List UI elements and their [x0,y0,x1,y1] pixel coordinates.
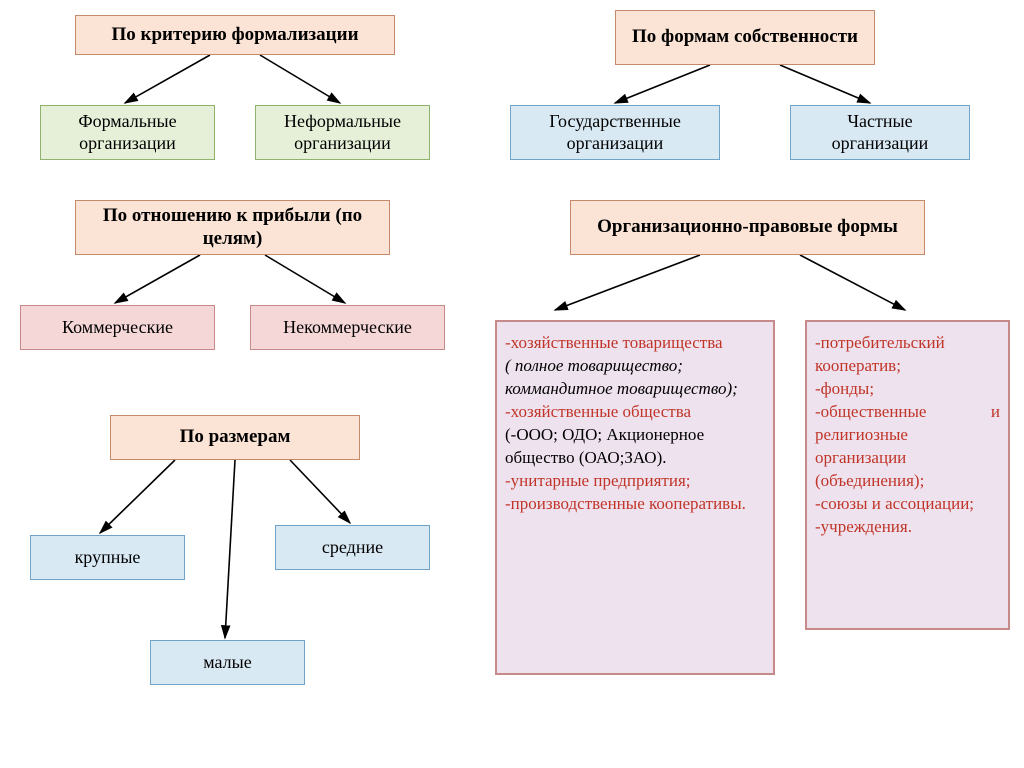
formal-org-box: Формальные организации [40,105,215,160]
small-box: малые [150,640,305,685]
arrow [555,255,700,310]
arrow [800,255,905,310]
textbox-line: (-ООО; ОДО; Акционерное общество (ОАО;ЗА… [505,424,765,470]
legal-forms-left-panel: -хозяйственные товарищества ( полное тов… [495,320,775,675]
arrow [100,460,175,533]
textbox-line: -унитарные предприятия; [505,470,765,493]
arrow [290,460,350,523]
textbox-line: -фонды; [815,378,1000,401]
private-org-box: Частные организации [790,105,970,160]
ownership-header: По формам собственности [615,10,875,65]
large-box: крупные [30,535,185,580]
textbox-line: -учреждения. [815,516,1000,539]
textbox-line: -хозяйственные общества [505,401,765,424]
informal-org-box: Неформальные организации [255,105,430,160]
textbox-line: -потребительский кооператив; [815,332,1000,378]
arrow [125,55,210,103]
arrow [780,65,870,103]
textbox-line: -хозяйственные товарищества [505,332,765,355]
size-header: По размерам [110,415,360,460]
arrow [115,255,200,303]
profit-header: По отношению к прибыли (по целям) [75,200,390,255]
legal-forms-header: Организационно-правовые формы [570,200,925,255]
commercial-box: Коммерческие [20,305,215,350]
medium-box: средние [275,525,430,570]
textbox-line: -производственные кооперативы. [505,493,765,516]
textbox-line: -союзы и ассоциации; [815,493,1000,516]
noncommercial-box: Некоммерческие [250,305,445,350]
textbox-line: -общественные и религиозные организации … [815,401,1000,493]
legal-forms-right-panel: -потребительский кооператив;-фонды;-обще… [805,320,1010,630]
formalization-header: По критерию формализации [75,15,395,55]
arrow [225,460,235,638]
textbox-line: ( полное товарищество; коммандитное това… [505,355,765,401]
arrow [265,255,345,303]
state-org-box: Государственные организации [510,105,720,160]
arrow [260,55,340,103]
arrow [615,65,710,103]
